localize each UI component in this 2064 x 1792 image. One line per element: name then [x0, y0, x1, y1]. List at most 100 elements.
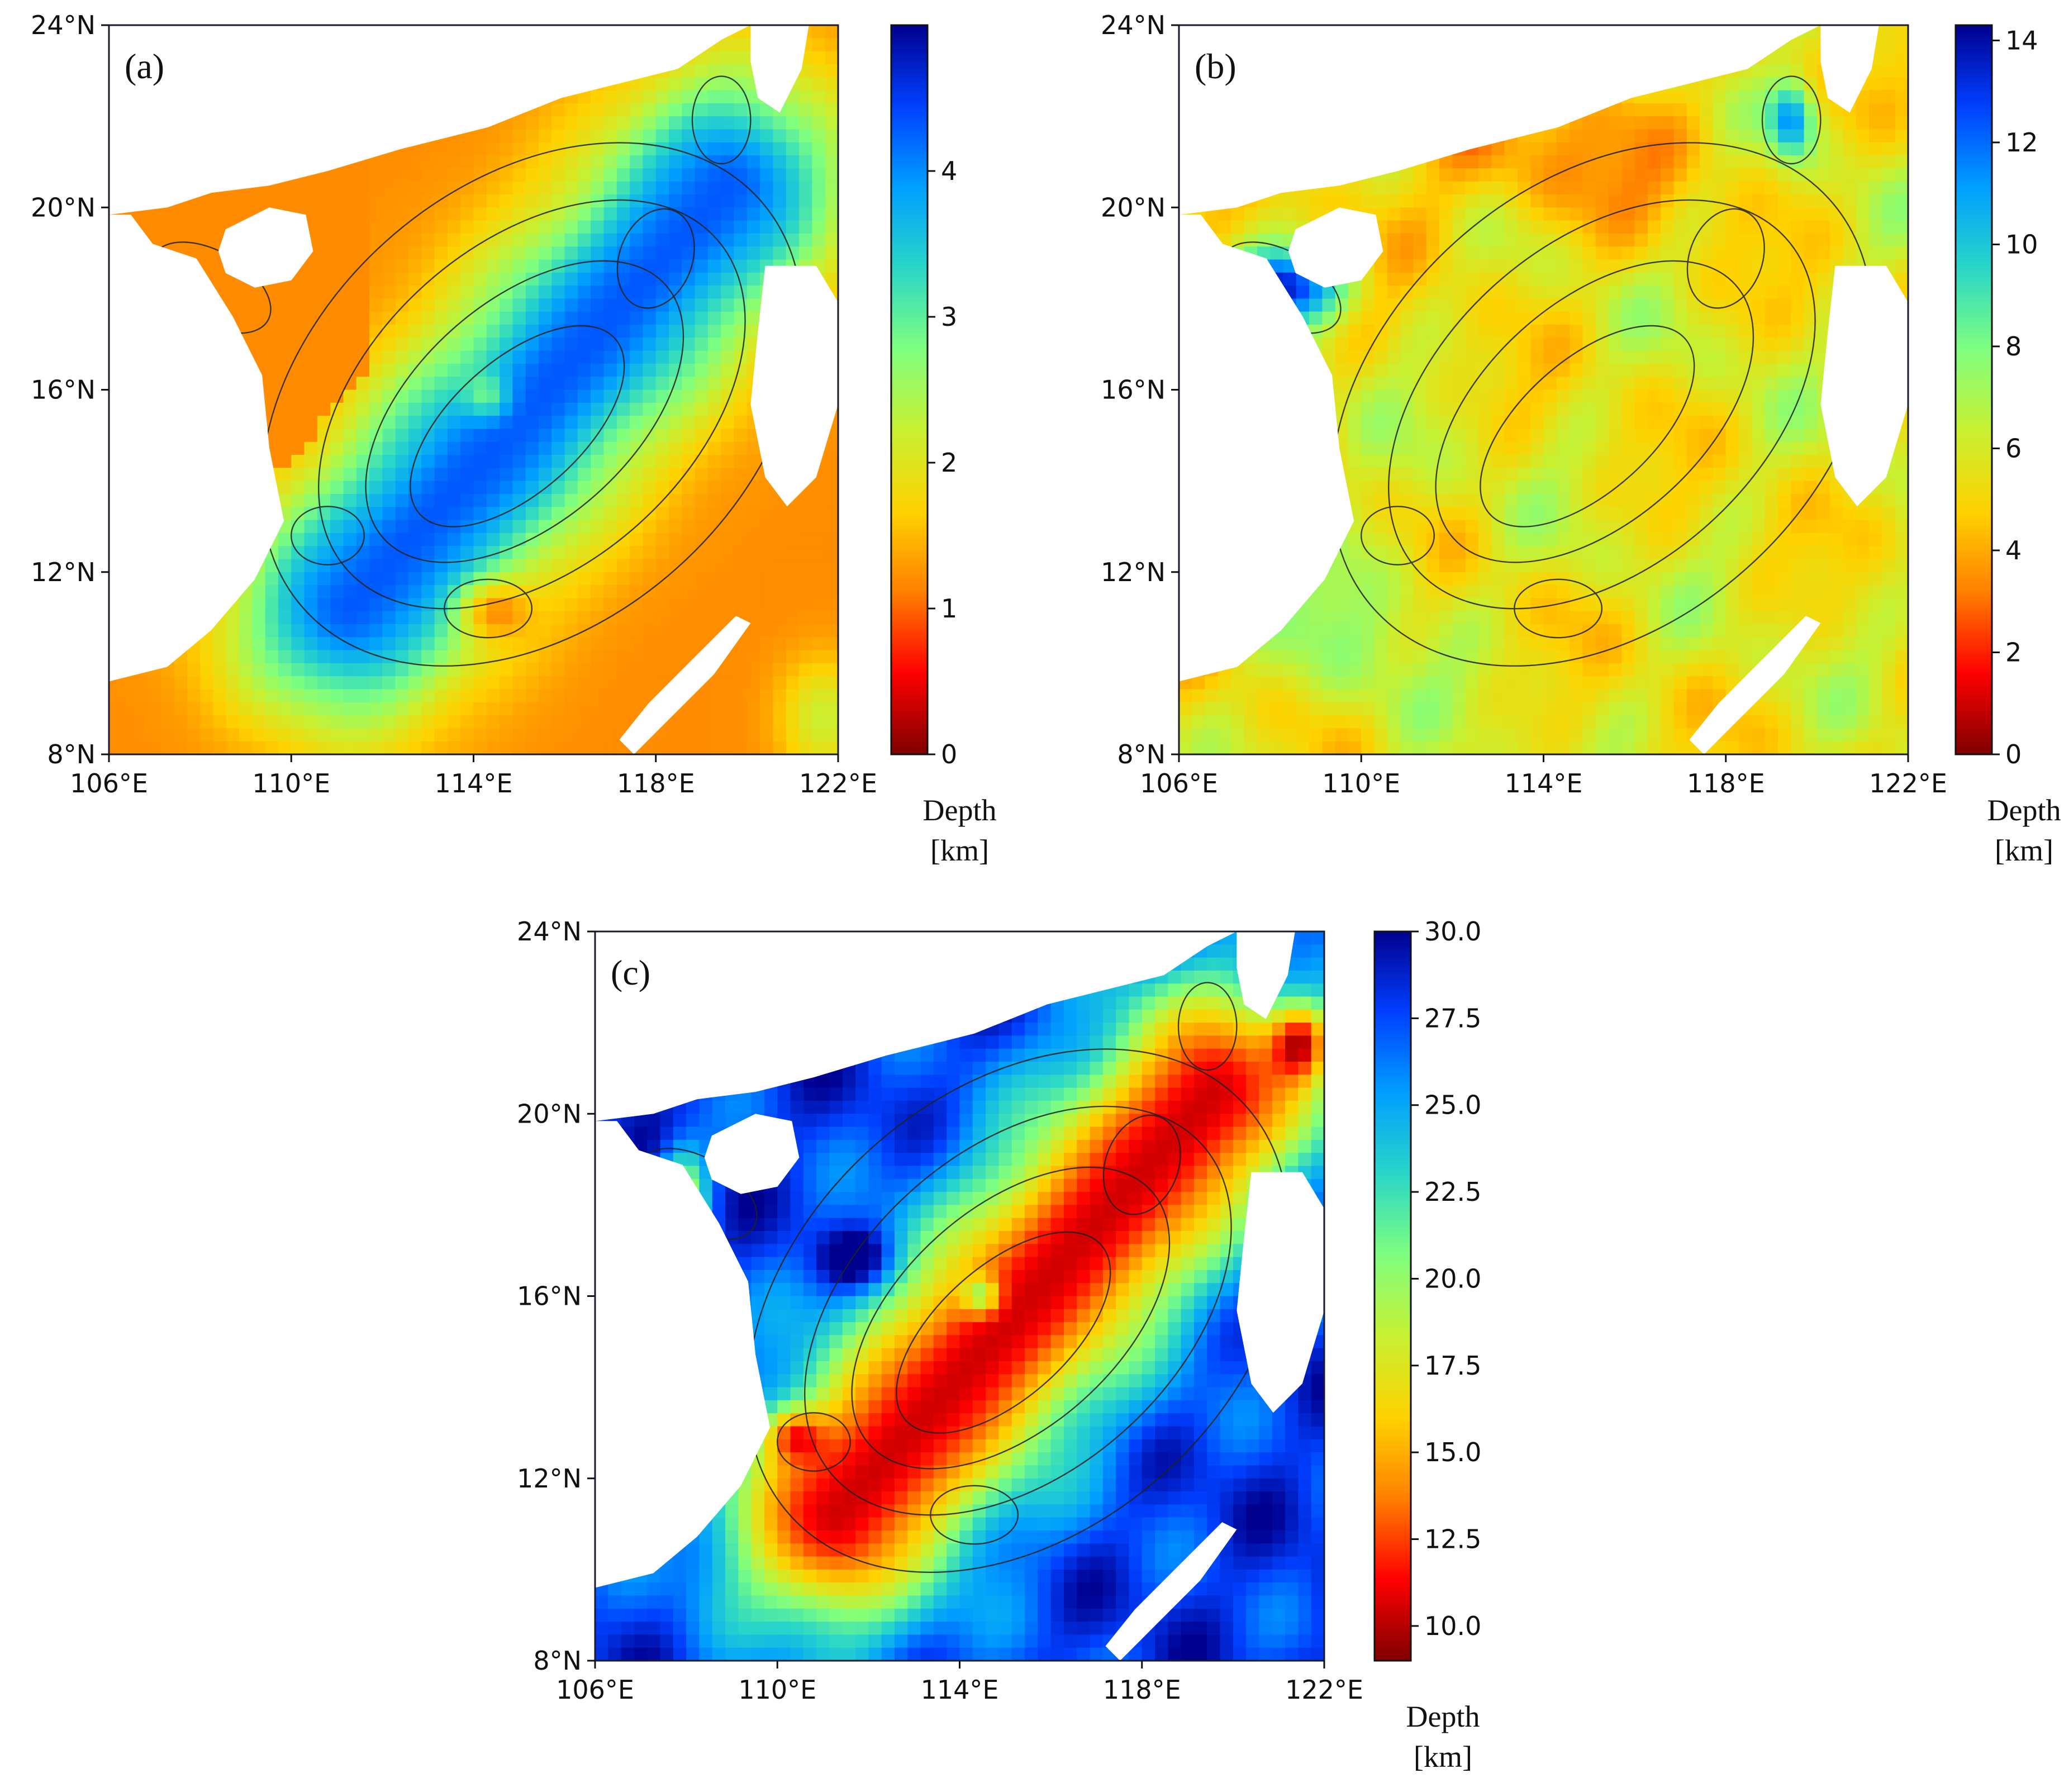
- depth-cell: [512, 351, 526, 364]
- depth-cell: [1400, 273, 1414, 286]
- depth-cell: [421, 533, 435, 546]
- depth-cell: [578, 116, 591, 130]
- depth-cell: [1505, 403, 1518, 416]
- depth-cell: [396, 624, 409, 638]
- depth-cell: [382, 663, 396, 677]
- depth-cell: [265, 689, 279, 702]
- depth-cell: [695, 728, 708, 741]
- depth-cell: [604, 520, 617, 534]
- depth-cell: [1648, 403, 1661, 416]
- depth-cell: [487, 442, 500, 455]
- depth-cell: [617, 481, 630, 495]
- depth-cell: [708, 182, 721, 195]
- depth-cell: [317, 234, 331, 247]
- depth-cell: [656, 312, 669, 325]
- depth-cell: [500, 182, 513, 195]
- depth-cell: [1804, 168, 1818, 182]
- depth-cell: [1726, 246, 1739, 260]
- depth-cell: [1518, 273, 1531, 286]
- depth-cell: [539, 377, 552, 390]
- depth-cell: [669, 403, 682, 416]
- depth-cell: [1452, 182, 1466, 195]
- depth-cell: [421, 715, 435, 729]
- depth-cell: [526, 286, 539, 299]
- depth-cell: [265, 312, 279, 325]
- depth-cell: [1739, 91, 1752, 104]
- depth-cell: [747, 494, 760, 507]
- depth-cell: [1375, 364, 1388, 377]
- depth-cell: [695, 182, 708, 195]
- depth-cell: [1491, 312, 1505, 325]
- depth-cell: [591, 103, 604, 117]
- depth-cell: [487, 377, 500, 390]
- depth-cell: [747, 572, 760, 586]
- depth-cell: [1491, 377, 1505, 390]
- depth-cell: [682, 611, 695, 625]
- depth-cell: [825, 77, 839, 91]
- depth-cell: [1791, 194, 1804, 208]
- depth-cell: [1544, 351, 1557, 364]
- depth-cell: [500, 533, 513, 546]
- depth-cell: [330, 221, 344, 234]
- depth-cell: [1439, 221, 1453, 234]
- depth-cell: [265, 194, 279, 208]
- depth-cell: [1621, 273, 1635, 286]
- depth-cell: [500, 663, 513, 677]
- depth-cell: [1869, 103, 1882, 117]
- depth-cell: [1635, 312, 1648, 325]
- depth-cell: [721, 155, 734, 169]
- depth-cell: [721, 129, 734, 142]
- depth-cell: [330, 650, 344, 664]
- depth-cell: [773, 572, 786, 586]
- depth-cell: [799, 715, 812, 729]
- depth-cell: [721, 559, 734, 572]
- depth-cell: [1674, 234, 1687, 247]
- depth-cell: [1413, 234, 1426, 247]
- depth-cell: [1635, 338, 1648, 351]
- depth-cell: [174, 207, 188, 221]
- depth-cell: [825, 702, 839, 716]
- depth-cell: [1530, 325, 1544, 338]
- depth-cell: [565, 390, 578, 403]
- depth-cell: [305, 298, 318, 312]
- depth-cell: [1778, 429, 1791, 442]
- depth-cell: [1544, 142, 1557, 156]
- depth-cell: [1557, 429, 1570, 442]
- depth-cell: [252, 689, 265, 702]
- depth-cell: [539, 494, 552, 507]
- depth-cell: [1895, 103, 1909, 117]
- depth-cell: [656, 663, 669, 677]
- depth-cell: [825, 64, 839, 78]
- depth-cell: [825, 572, 839, 586]
- depth-cell: [669, 637, 682, 650]
- depth-cell: [1544, 129, 1557, 142]
- depth-cell: [708, 520, 721, 534]
- depth-cell: [1791, 298, 1804, 312]
- depth-cell: [708, 429, 721, 442]
- depth-cell: [382, 155, 396, 169]
- depth-cell: [1817, 142, 1830, 156]
- depth-cell: [1478, 429, 1492, 442]
- depth-cell: [1596, 168, 1609, 182]
- depth-cell: [734, 103, 748, 117]
- depth-cell: [305, 442, 318, 455]
- depth-cell: [747, 663, 760, 677]
- depth-cell: [1426, 416, 1440, 429]
- depth-cell: [1309, 298, 1323, 312]
- depth-cell: [382, 234, 396, 247]
- depth-cell: [1426, 377, 1440, 390]
- depth-cell: [1700, 273, 1713, 286]
- depth-cell: [460, 650, 474, 664]
- depth-cell: [630, 91, 643, 104]
- depth-cell: [1491, 325, 1505, 338]
- depth-cell: [630, 416, 643, 429]
- depth-cell: [1752, 182, 1765, 195]
- colorbar-tick-label: 4: [941, 156, 957, 186]
- depth-cell: [1713, 207, 1726, 221]
- depth-cell: [578, 520, 591, 534]
- depth-cell: [343, 598, 356, 611]
- depth-cell: [317, 637, 331, 650]
- depth-cell: [1687, 286, 1700, 299]
- depth-cell: [604, 728, 617, 741]
- depth-cell: [539, 611, 552, 625]
